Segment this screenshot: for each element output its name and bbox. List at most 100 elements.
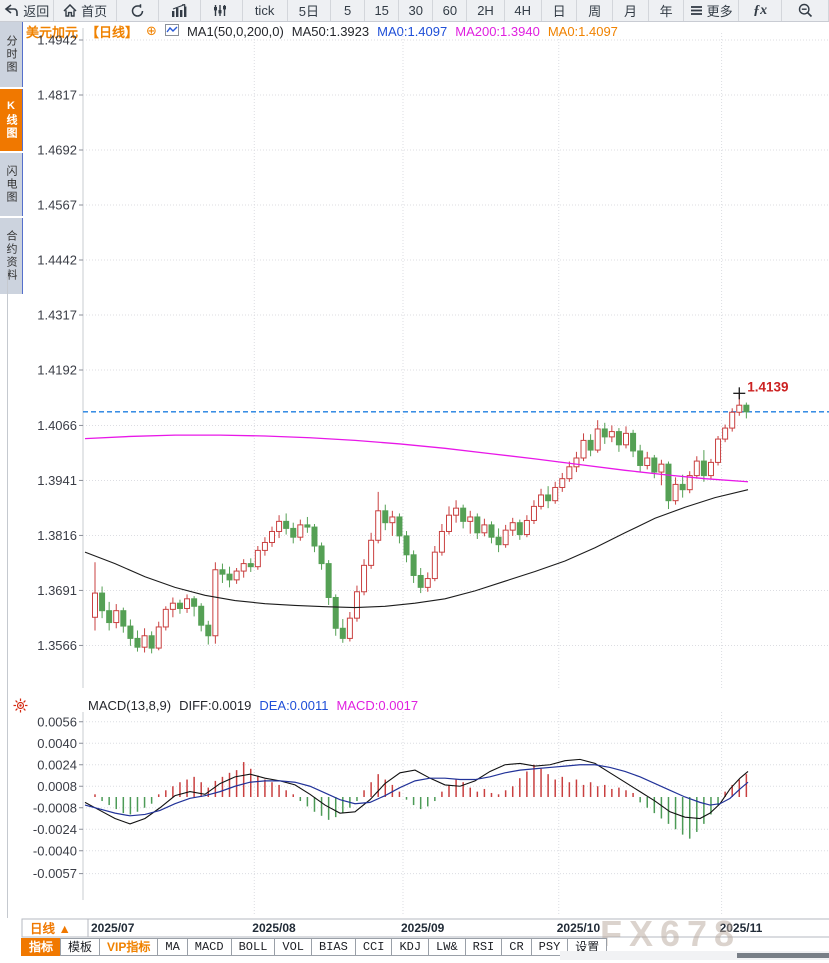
indicator-button-boll-5[interactable]: BOLL (230, 938, 276, 956)
indicator-button-cr-12[interactable]: CR (501, 938, 532, 956)
tick-button[interactable]: tick (243, 0, 288, 21)
candle (389, 516, 396, 524)
candle (658, 463, 665, 473)
indicator-button-ma-3[interactable]: MA (157, 938, 188, 956)
period-15m-button[interactable]: 15 (365, 0, 400, 21)
top-toolbar: 返回 首页 tick 5日 5 15 30 60 2H 4H 日 周 月 年 更多 ƒx (0, 0, 829, 22)
macd-histogram-layer (94, 762, 748, 839)
horizontal-scrollbar-track[interactable] (560, 951, 829, 960)
candle (92, 592, 98, 618)
macd-diff-line (84, 758, 749, 825)
candle (594, 428, 601, 451)
candle (481, 524, 488, 534)
back-icon (4, 4, 19, 17)
candle (743, 404, 750, 413)
candle (240, 563, 247, 572)
candle (424, 578, 431, 588)
macd-settings-icon[interactable] (13, 698, 28, 718)
macd-axis-label: -0.0040 (33, 843, 77, 858)
candle (155, 626, 162, 649)
period-30m-button[interactable]: 30 (399, 0, 434, 21)
indicator-button-rsi-11[interactable]: RSI (464, 938, 503, 956)
symbol-name[interactable]: 美元加元 (26, 24, 79, 40)
sidebar-tab-lightning[interactable]: 闪电图 (0, 153, 23, 216)
sidebar-tab-contract-info[interactable]: 合约资料 (0, 218, 23, 294)
indicator-button-xx-1[interactable]: 模板 (60, 938, 101, 956)
candle (247, 563, 254, 568)
add-indicator-icon[interactable]: ⊕ (146, 23, 157, 38)
sidebar-tab-kline[interactable]: K线图 (0, 89, 23, 151)
indicator-button-cci-8[interactable]: CCI (354, 938, 393, 956)
period-tag: 【日线】 (86, 24, 139, 40)
candle (106, 610, 113, 624)
candle (438, 530, 445, 553)
candle (446, 514, 452, 532)
candlestick-layer (92, 393, 750, 654)
chart-type-button[interactable] (159, 0, 201, 21)
indicator-button-xx-0[interactable]: 指标 (21, 938, 62, 956)
period-4h-button[interactable]: 4H (505, 0, 542, 21)
sliders-icon (213, 4, 229, 17)
bar-chart-icon (171, 4, 188, 17)
period-2h-button-label: 2H (477, 3, 494, 18)
macd-axis-label: -0.0057 (33, 866, 77, 881)
candle (311, 526, 318, 547)
candle (566, 466, 573, 480)
indicator-button-bias-7[interactable]: BIAS (311, 938, 356, 956)
period-60m-button-label: 60 (442, 3, 458, 18)
candle (545, 494, 552, 502)
horizontal-scrollbar-thumb[interactable] (737, 953, 829, 958)
latest-high-label: 1.4139 (747, 379, 788, 394)
candle (353, 591, 360, 619)
back-button[interactable]: 返回 (0, 0, 55, 21)
period-60m-button[interactable]: 60 (433, 0, 468, 21)
candle (212, 569, 219, 637)
fx-button[interactable]: ƒx (739, 0, 783, 21)
candle (644, 457, 651, 466)
period-2h-button[interactable]: 2H (467, 0, 505, 21)
refresh-button[interactable] (117, 0, 159, 21)
candle (325, 563, 332, 598)
sidebar-tab-timeshare[interactable]: 分时图 (0, 22, 23, 87)
kline-style-button[interactable] (201, 0, 243, 21)
indicator-button-vol-6[interactable]: VOL (274, 938, 313, 956)
candle (361, 564, 368, 593)
period-week-button[interactable]: 周 (577, 0, 614, 21)
period-day-button[interactable]: 日 (542, 0, 578, 21)
price-axis-label: 1.4192 (37, 363, 77, 378)
price-axis-label: 1.4692 (37, 143, 77, 158)
date-label: 2025/08 (252, 921, 296, 935)
date-label: 2025/09 (401, 921, 445, 935)
period-15m-button-label: 15 (374, 3, 389, 18)
more-button[interactable]: 更多 (684, 0, 739, 21)
period-month-button[interactable]: 月 (613, 0, 649, 21)
indicator-button-macd-4[interactable]: MACD (186, 938, 232, 956)
candle (552, 486, 559, 502)
ma200-value: MA200:1.3940 (455, 23, 540, 39)
home-button[interactable]: 首页 (54, 0, 117, 21)
indicator-button-vipxx-2[interactable]: VIP指标 (99, 938, 159, 956)
candle (205, 624, 212, 637)
period-5d-button[interactable]: 5日 (288, 0, 332, 21)
period-5m-button[interactable]: 5 (331, 0, 366, 21)
date-label: 2025/10 (557, 921, 601, 935)
candle (297, 524, 304, 538)
candle (283, 520, 290, 529)
candle (715, 438, 722, 463)
candle (226, 573, 233, 581)
home-icon (63, 4, 77, 17)
candle (467, 516, 474, 522)
candle (729, 411, 736, 429)
candle (630, 432, 637, 452)
period-5d-button-label: 5日 (298, 4, 319, 19)
indicator-button-psy-13[interactable]: PSY (530, 938, 569, 956)
candle (162, 608, 169, 628)
indicator-toolbar: 指标 模板 VIP指标 MA MACD BOLL VOL BIAS CCI KDJ LW& RSI CR… (21, 938, 608, 957)
period-year-button[interactable]: 年 (649, 0, 685, 21)
indicator-button-kdj-9[interactable]: KDJ (391, 938, 430, 956)
indicator-button-lwx-10[interactable]: LW& (428, 938, 466, 956)
price-axis-label: 1.3566 (37, 638, 77, 653)
macd-axis-label: -0.0024 (33, 822, 77, 837)
